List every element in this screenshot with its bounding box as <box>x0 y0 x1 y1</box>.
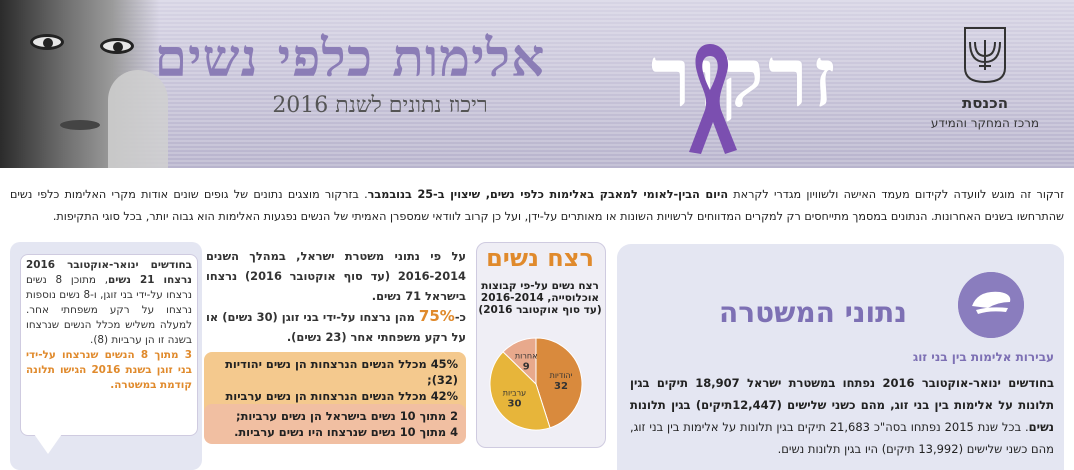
sub-title: ריכוז נתונים לשנת 2016 <box>272 93 488 118</box>
speech-bubble <box>20 254 198 436</box>
pie-caption: רצח נשים על-פי קבוצות אוכלוסייה, 2016-20… <box>478 280 602 316</box>
pie-label-2: אחרות <box>515 352 538 361</box>
main-title: אלימות כלפי נשים <box>154 28 546 89</box>
face-eye-left <box>30 34 64 50</box>
org-name: הכנסת <box>961 94 1009 112</box>
face-hand <box>108 70 168 168</box>
bubble-paragraph: בחודשים ינואר-אוקטובר 2016 נרצחו 21 נשים… <box>26 258 192 393</box>
speech-bubble-tail <box>34 434 62 454</box>
pie-slice-2 <box>502 337 537 386</box>
police-title: נתוני המשטרה <box>719 296 907 329</box>
face-mouth <box>60 120 100 130</box>
box1-line1: 45% מכלל הנשים הנרצחות הן נשים יהודיות (… <box>225 357 458 387</box>
murder-body-2-prefix: כ- <box>454 310 466 324</box>
header-banner: אלימות כלפי נשים ריכוז נתונים לשנת 2016 … <box>0 0 1074 168</box>
police-text-rest: . בכל שנת 2015 נפתחו בסה"כ 21,683 תיקים … <box>630 420 1054 456</box>
pie-slice-0 <box>535 337 583 429</box>
bubble-text-orange: 3 מתוך 8 הנשים שנרצחו על-ידי בני זוגן בש… <box>26 349 193 391</box>
murder-percent: 75% <box>418 307 455 325</box>
intro-text-bold: היום הבין-לאומי למאבק באלימות כלפי נשים,… <box>367 188 729 201</box>
police-paragraph: בחודשים ינואר-אוקטובר 2016 נפתחו במשטרת … <box>630 372 1054 460</box>
pie-label-1: ערביות <box>503 388 526 397</box>
box2-line2: 4 מתוך 10 נשים שנרצחו היו נשים ערביות. <box>234 425 458 439</box>
intro-paragraph: זרקור זה מוגש לוועדה לקידום מעמד האישה ו… <box>10 184 1064 228</box>
zarkor-label: זרקור <box>650 30 840 126</box>
murder-title: רצח נשים <box>486 244 594 272</box>
knesset-logo: הכנסת מרכז המחקר והמידע <box>920 26 1050 146</box>
zarkor-logo: זרקור <box>580 30 910 154</box>
bubble-text-bold: בחודשים ינואר-אוקטובר 2016 נרצחו 21 נשים <box>26 259 193 286</box>
pie-value-2: 9 <box>523 362 530 373</box>
face-eye-right <box>100 38 134 54</box>
org-department: מרכז המחקר והמידע <box>930 116 1040 130</box>
pie-slice-1 <box>489 351 551 431</box>
menorah-emblem-icon <box>964 27 1006 84</box>
pie-value-0: 32 <box>554 381 568 392</box>
police-text-bold: בחודשים ינואר-אוקטובר 2016 נפתחו במשטרת … <box>630 376 1054 434</box>
murder-body-2: כ-75% מהן נרצחו על-ידי בני זוגן (30 נשים… <box>206 306 466 347</box>
awareness-ribbon-icon <box>689 44 737 154</box>
intro-text-start: זרקור זה מוגש לוועדה לקידום מעמד האישה ו… <box>728 188 1064 201</box>
header-stripes <box>0 0 1074 168</box>
intro-text-end: . בזרקור מוצגים נתונים של גופים שונים או… <box>10 188 1064 223</box>
bubble-text-2: , מתוכן 8 נשים נרצחו על-ידי בני זוגן, ו-… <box>26 274 193 346</box>
police-subtitle: עבירות אלימות בין בני זוג <box>912 350 1054 364</box>
police-cap-icon <box>958 272 1024 338</box>
murder-body-1: על פי נתוני משטרת ישראל, במהלך השנים 201… <box>206 249 466 303</box>
woman-face-image <box>0 0 168 168</box>
box2-line1: 2 מתוך 10 נשים בישראל הן נשים ערביות; <box>236 409 458 423</box>
highlight-box-arab-women: 2 מתוך 10 נשים בישראל הן נשים ערביות; 4 … <box>204 404 466 444</box>
murder-paragraph: על פי נתוני משטרת ישראל, במהלך השנים 201… <box>206 246 466 347</box>
murder-body-2-rest: מהן נרצחו על-ידי בני זוגן (30 נשים) או ע… <box>206 310 466 344</box>
pie-value-1: 30 <box>508 398 522 409</box>
pie-label-0: יהודיות <box>550 371 573 380</box>
